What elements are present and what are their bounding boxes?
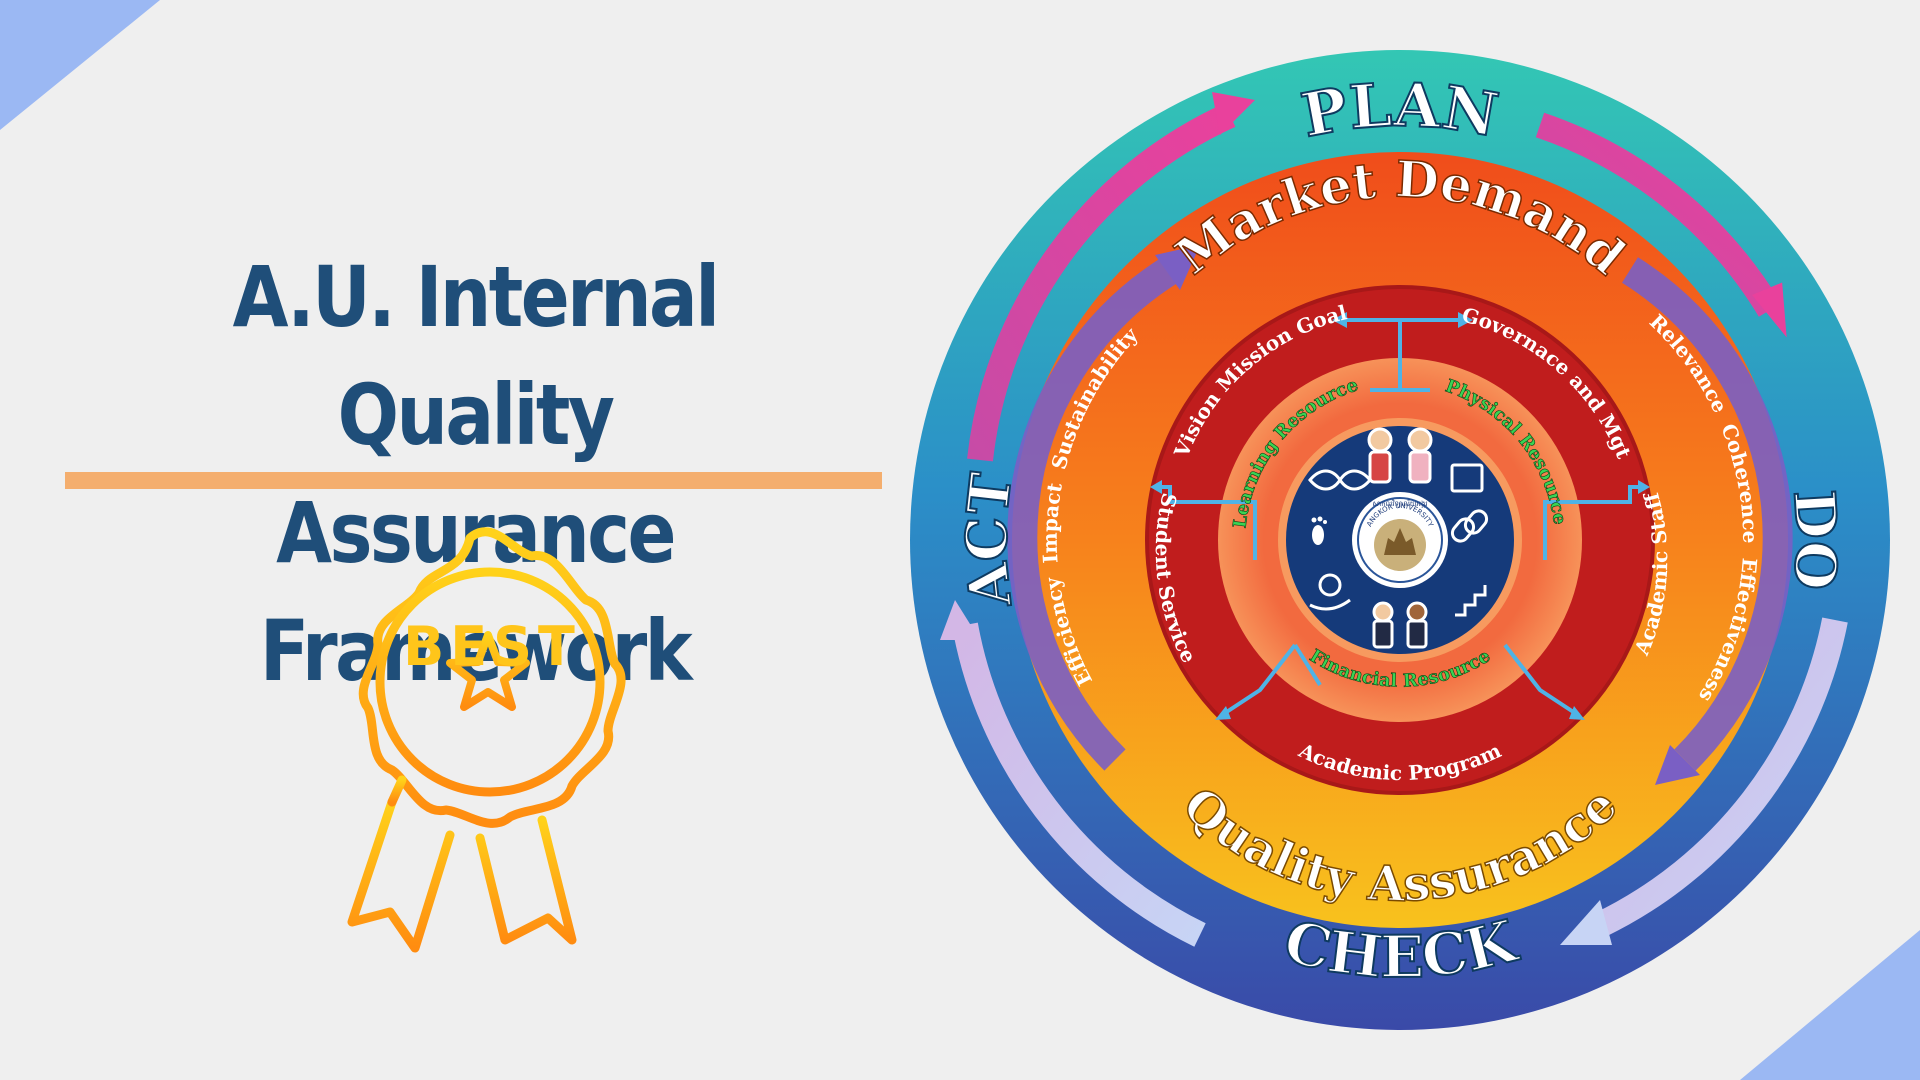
angkor-university-logo: ANGKOR UNIVERSITY សាកលវិទ្យាល័យអង្គរ <box>1352 492 1448 588</box>
connector-arrowheads <box>1150 312 1650 720</box>
title-underline <box>65 472 882 489</box>
teachers-icon <box>1367 427 1433 484</box>
act-to-plan-arrow <box>967 92 1255 462</box>
graduates-icon <box>1372 601 1428 649</box>
center-icons <box>1308 427 1489 649</box>
check-to-act-arrow <box>940 600 1206 947</box>
pdca-cycle-diagram: PLAN CHECK ACT DO Market Demand Quality … <box>910 50 1890 1030</box>
act-label: ACT <box>953 468 1026 612</box>
infinity-icon <box>1308 469 1372 491</box>
logo-script: សាកលវិទ្យាល័យអង្គរ <box>1372 499 1427 508</box>
right-criteria-arrow <box>1622 257 1793 785</box>
do-to-check-arrow <box>1560 617 1848 945</box>
page-title: A.U. Internal Quality Assurance Framewor… <box>118 238 832 710</box>
badge-text: BEST <box>403 615 581 678</box>
chain-link-icon <box>1450 509 1489 543</box>
svg-text:ACT: ACT <box>954 469 1025 611</box>
gear-hand-icon <box>1309 573 1351 611</box>
footprint-icon <box>1311 516 1327 545</box>
corner-decoration-bottom-right <box>1740 930 1920 1080</box>
award-ribbon-star-icon: BEST <box>347 527 626 953</box>
svg-text:PLAN: PLAN <box>1296 70 1503 151</box>
corner-decoration-top-left <box>0 0 160 130</box>
title-line-1: A.U. Internal Quality <box>232 248 720 464</box>
plan-to-do-arrow <box>1535 112 1787 338</box>
left-criteria-arrow <box>1007 245 1200 771</box>
stairs-goal-icon <box>1455 585 1487 617</box>
plan-label: PLAN <box>1295 69 1504 152</box>
puzzle-icon <box>1450 463 1484 493</box>
connector-lines <box>1155 318 1645 717</box>
